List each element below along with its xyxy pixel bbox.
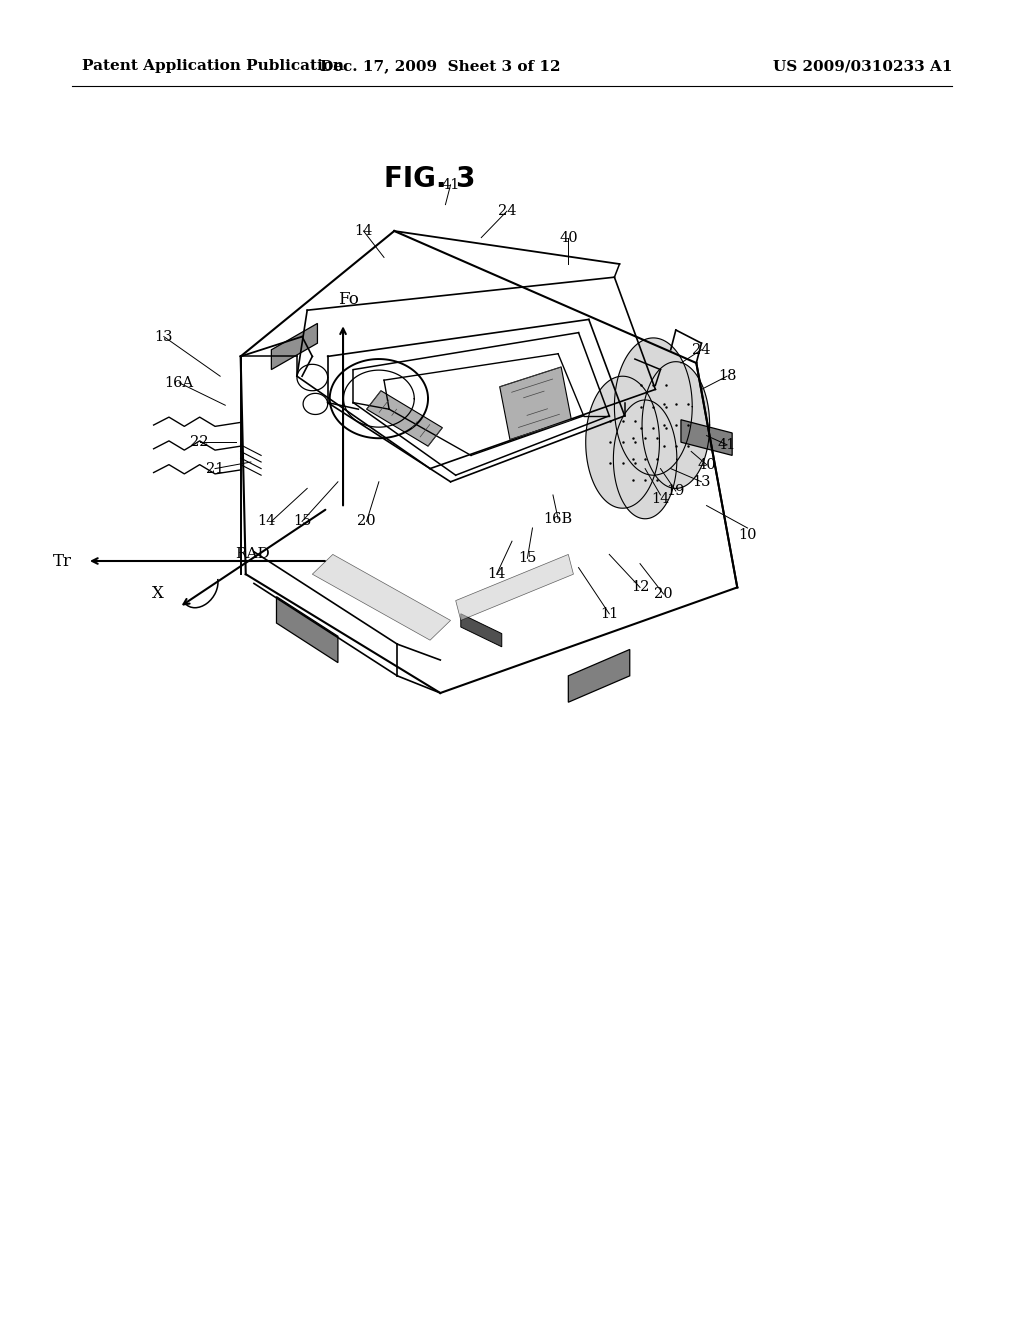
Text: 16B: 16B [544,512,572,525]
Text: 13: 13 [692,475,711,488]
Polygon shape [586,376,659,508]
Polygon shape [613,400,677,519]
Text: 41: 41 [718,438,736,451]
Text: Dec. 17, 2009  Sheet 3 of 12: Dec. 17, 2009 Sheet 3 of 12 [321,59,560,74]
Text: 41: 41 [441,178,460,191]
Text: 14: 14 [651,492,670,506]
Text: 14: 14 [354,224,373,238]
Text: 12: 12 [631,581,649,594]
Text: Patent Application Publication: Patent Application Publication [82,59,344,74]
Text: US 2009/0310233 A1: US 2009/0310233 A1 [773,59,952,74]
Polygon shape [500,367,571,440]
Text: Fo: Fo [338,290,358,308]
Text: 40: 40 [697,458,716,471]
Polygon shape [276,597,338,663]
Text: 15: 15 [518,552,537,565]
Polygon shape [568,649,630,702]
Text: 22: 22 [190,436,209,449]
Text: Tr: Tr [52,553,72,569]
Text: 24: 24 [498,205,516,218]
Polygon shape [461,614,502,647]
Text: X: X [152,586,164,602]
Text: 20: 20 [357,515,376,528]
Text: RAD: RAD [236,548,270,561]
Polygon shape [614,338,692,475]
Text: FIG. 3: FIG. 3 [384,165,476,193]
Polygon shape [681,420,732,455]
Text: 18: 18 [718,370,736,383]
Polygon shape [642,362,710,488]
Text: 14: 14 [487,568,506,581]
Polygon shape [456,554,573,620]
Text: 24: 24 [692,343,711,356]
Text: 21: 21 [206,462,224,475]
Text: 16A: 16A [165,376,194,389]
Polygon shape [312,554,451,640]
Text: 20: 20 [654,587,673,601]
Text: 13: 13 [155,330,173,343]
Text: 11: 11 [600,607,618,620]
Polygon shape [271,323,317,370]
Text: 10: 10 [738,528,757,541]
Text: 15: 15 [293,515,311,528]
Text: 14: 14 [257,515,275,528]
Text: 19: 19 [667,484,685,498]
Polygon shape [367,391,442,446]
Text: 40: 40 [559,231,578,244]
